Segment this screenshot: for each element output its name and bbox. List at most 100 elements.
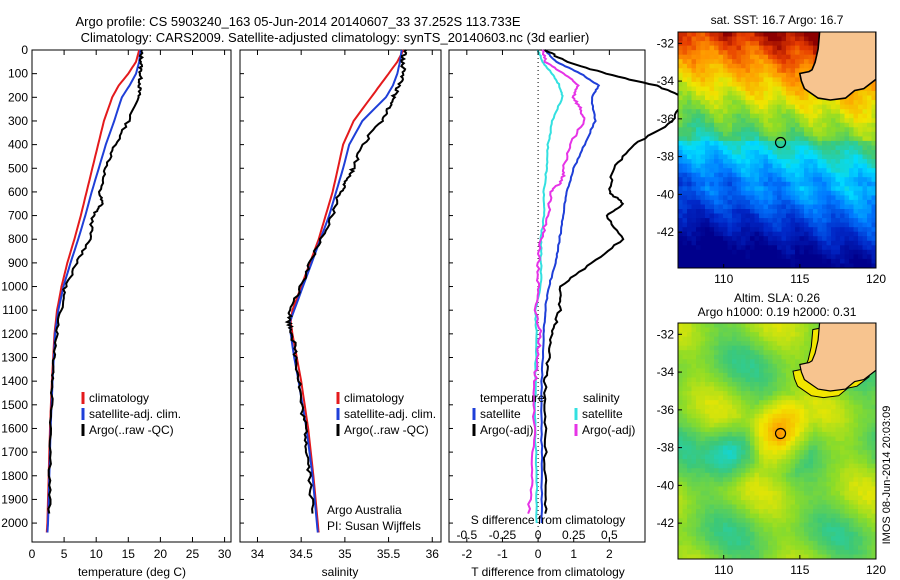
map-cell: [741, 122, 747, 128]
map-cell: [786, 68, 792, 74]
map-cell: [727, 359, 733, 365]
map-cell: [759, 32, 765, 38]
map-cell: [736, 222, 742, 228]
map-cell: [813, 263, 819, 268]
map-cell: [840, 154, 846, 160]
map-cell: [700, 454, 706, 460]
map-cell: [804, 218, 810, 224]
map-cell: [727, 363, 733, 369]
map-cell: [772, 436, 778, 442]
map-cell: [799, 249, 805, 255]
map-cell: [804, 45, 810, 51]
map-cell: [822, 177, 828, 183]
map-cell: [718, 177, 724, 183]
temperature-ytick-label: 1700: [1, 445, 28, 459]
map-cell: [844, 536, 850, 542]
map-cell: [817, 258, 823, 264]
map-cell: [804, 450, 810, 456]
map-cell: [727, 131, 733, 137]
map-cell: [732, 127, 738, 133]
map-cell: [772, 59, 778, 65]
map-cell: [772, 500, 778, 506]
map-cell: [831, 209, 837, 215]
map-cell: [754, 372, 760, 378]
map-cell: [727, 204, 733, 210]
map-cell: [718, 77, 724, 83]
map-cell: [804, 332, 810, 338]
map-cell: [871, 154, 876, 160]
map-cell: [804, 527, 810, 533]
map-cell: [813, 240, 819, 246]
map-cell: [763, 172, 769, 178]
map-cell: [727, 400, 733, 406]
salinity-xtick-label: 35: [338, 547, 352, 561]
map-cell: [732, 258, 738, 264]
map-cell: [696, 95, 702, 101]
map-cell: [727, 109, 733, 115]
map-cell: [808, 258, 814, 264]
map-cell: [736, 122, 742, 128]
map-cell: [682, 100, 688, 106]
map-cell: [790, 332, 796, 338]
map-cell: [786, 332, 792, 338]
map-cell: [808, 109, 814, 115]
map-cell: [772, 395, 778, 401]
map-cell: [781, 509, 787, 515]
map-cell: [696, 395, 702, 401]
map-cell: [813, 413, 819, 419]
map-cell: [777, 100, 783, 106]
map-cell: [709, 436, 715, 442]
map-cell: [682, 509, 688, 515]
map-cell: [709, 495, 715, 501]
map-cell: [732, 454, 738, 460]
map-cell: [777, 531, 783, 537]
map-cell: [718, 86, 724, 92]
map-cell: [705, 527, 711, 533]
map-cell: [714, 509, 720, 515]
map-cell: [696, 382, 702, 388]
map-cell: [736, 204, 742, 210]
map-cell: [732, 45, 738, 51]
map-cell: [790, 400, 796, 406]
map-cell: [727, 68, 733, 74]
map-cell: [858, 127, 864, 133]
map-cell: [826, 204, 832, 210]
map-cell: [862, 382, 868, 388]
map-cell: [700, 450, 706, 456]
map-cell: [754, 63, 760, 69]
map-cell: [741, 145, 747, 151]
map-cell: [759, 386, 765, 392]
map-cell: [804, 395, 810, 401]
map-cell: [723, 54, 729, 60]
map-cell: [682, 354, 688, 360]
map-cell: [804, 172, 810, 178]
map-cell: [718, 359, 724, 365]
map-cell: [768, 522, 774, 528]
map-cell: [790, 122, 796, 128]
map-cell: [862, 391, 868, 397]
map-cell: [822, 554, 828, 559]
map-cell: [781, 332, 787, 338]
map-cell: [700, 209, 706, 215]
map-cell: [826, 436, 832, 442]
map-cell: [714, 131, 720, 137]
map-cell: [804, 32, 810, 38]
map-cell: [840, 209, 846, 215]
salinity-diff-xtick-label: -0.5: [456, 528, 477, 542]
map-cell: [696, 131, 702, 137]
map-cell: [736, 427, 742, 433]
map-cell: [718, 536, 724, 542]
map-cell: [844, 459, 850, 465]
map-cell: [786, 454, 792, 460]
map-cell: [732, 445, 738, 451]
map-cell: [768, 258, 774, 264]
map-cell: [822, 263, 828, 268]
map-cell: [714, 154, 720, 160]
map-cell: [754, 263, 760, 268]
map-cell: [808, 209, 814, 215]
map-cell: [844, 400, 850, 406]
map-cell: [687, 227, 693, 233]
map-cell: [682, 477, 688, 483]
map-cell: [799, 481, 805, 487]
map-cell: [714, 472, 720, 478]
